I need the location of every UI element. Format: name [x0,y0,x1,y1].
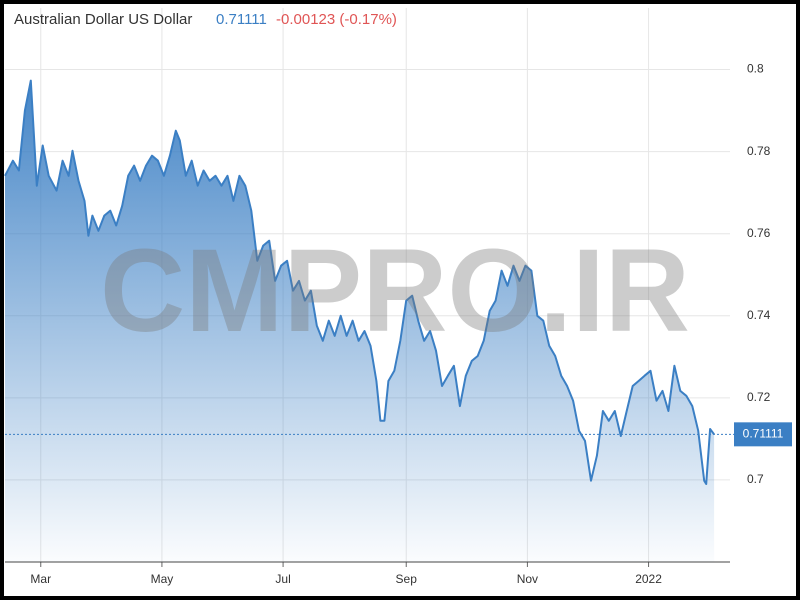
y-tick-label: 0.8 [747,62,764,76]
watermark: CMPRO.IR [100,225,690,357]
y-tick-label: 0.76 [747,226,771,240]
y-tick-label: 0.78 [747,144,771,158]
header-change: -0.00123 (-0.17%) [276,11,397,28]
x-tick-label: 2022 [635,572,662,586]
y-tick-label: 0.74 [747,308,771,322]
chart-title: Australian Dollar US Dollar [14,11,192,28]
last-price-label: 0.71111 [743,427,784,441]
x-tick-label: May [151,572,174,586]
x-tick-label: Nov [517,572,538,586]
line [4,79,715,485]
x-tick-label: Mar [30,572,51,586]
x-tick-label: Jul [275,572,290,586]
last-price-tag [734,422,792,447]
x-tick-label: Sep [396,572,418,586]
y-tick-label: 0.7 [747,472,764,486]
header-price: 0.71111 [216,11,267,28]
area [5,80,715,562]
y-tick-label: 0.72 [747,390,771,404]
